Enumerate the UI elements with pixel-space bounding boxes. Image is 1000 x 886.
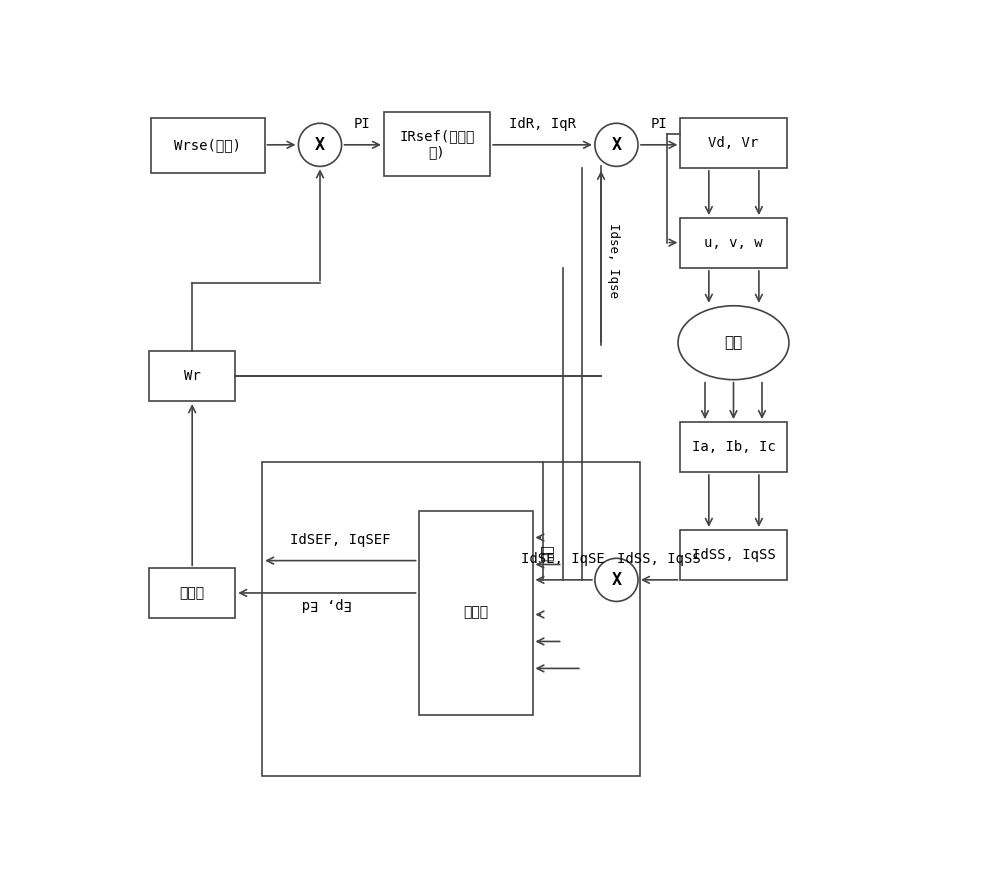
Bar — [680, 422, 787, 472]
Text: IdR, IqR: IdR, IqR — [509, 117, 576, 131]
Bar — [384, 113, 490, 175]
Bar — [419, 510, 533, 715]
Text: Wr: Wr — [184, 369, 201, 384]
Text: u, v, w: u, v, w — [704, 236, 763, 250]
Text: PI: PI — [650, 117, 667, 131]
Bar — [149, 568, 235, 618]
Text: IdSEF, IqSEF: IdSEF, IqSEF — [290, 532, 390, 547]
Text: Ia, Ib, Ic: Ia, Ib, Ic — [692, 440, 775, 454]
Bar — [151, 118, 265, 174]
Text: IdSE, IqSE: IdSE, IqSE — [521, 552, 605, 566]
Text: X: X — [611, 136, 621, 154]
Text: IRsef(命令电
流): IRsef(命令电 流) — [399, 129, 475, 159]
Text: 观测器: 观测器 — [463, 606, 488, 619]
Bar — [680, 118, 787, 168]
Text: PI: PI — [354, 117, 371, 131]
Text: IdSS, IqSS: IdSS, IqSS — [617, 552, 701, 566]
Text: 马达: 马达 — [724, 335, 743, 350]
Bar — [680, 218, 787, 268]
Text: Vd, Vr: Vd, Vr — [708, 136, 759, 150]
Bar — [262, 462, 640, 776]
Bar — [149, 351, 235, 401]
Text: X: X — [611, 571, 621, 589]
Text: Ep, Ed: Ep, Ed — [302, 597, 352, 610]
Text: 角度差: 角度差 — [180, 587, 205, 601]
Bar — [680, 530, 787, 579]
Text: Idse, Iqse: Idse, Iqse — [607, 222, 620, 298]
Text: X: X — [315, 136, 325, 154]
Text: Wrse(指令): Wrse(指令) — [174, 138, 241, 152]
Text: 解调: 解调 — [540, 545, 554, 562]
Text: IdSS, IqSS: IdSS, IqSS — [692, 548, 775, 562]
